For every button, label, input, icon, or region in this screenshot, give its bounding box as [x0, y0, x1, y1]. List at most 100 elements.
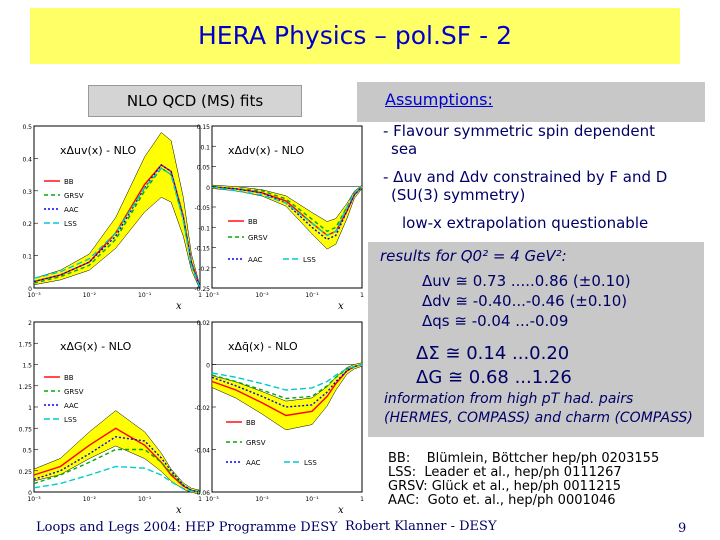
- legend-label-aac-2: AAC: [64, 402, 79, 410]
- x-axis-label-0: x: [176, 301, 182, 312]
- y-tick-label-1-4: -0.05: [194, 205, 210, 212]
- x-tick-label-0-1: 10⁻²: [83, 292, 97, 299]
- footer-conference: Loops and Legs 2004: HEP Programme DESY: [36, 520, 338, 535]
- x-tick-label-0-0: 10⁻³: [27, 292, 41, 299]
- legend-label-bb-2: BB: [64, 374, 74, 382]
- y-tick-label-1-8: -0.25: [194, 286, 210, 293]
- y-tick-label-1-2: 0.05: [197, 165, 211, 172]
- x-tick-label-1-3: 1: [360, 292, 364, 299]
- y-tick-label-2-7: 0.25: [19, 469, 33, 476]
- result-gluon: ΔG ≅ 0.68 ...1.26: [416, 367, 572, 388]
- series-line-lss-2: [33, 465, 201, 493]
- assumptions-box: Assumptions:: [357, 82, 705, 122]
- y-tick-label-2-2: 1.5: [22, 363, 32, 370]
- x-tick-label-0-3: 1: [198, 292, 202, 299]
- legend-label-aac-1: AAC: [248, 256, 263, 264]
- plot-title-1: xΔdv(x) - NLO: [228, 144, 305, 157]
- y-tick-label-2-5: 0.75: [19, 426, 33, 433]
- legend-label-grsv-3: GRSV: [246, 439, 266, 447]
- y-tick-label-0-5: 0: [28, 286, 32, 293]
- result-line-qs: Δqs ≅ -0.04 ...-0.09: [422, 312, 569, 330]
- plot-title-2: xΔG(x) - NLO: [60, 340, 132, 353]
- assumption-item-1b: sea: [391, 140, 418, 158]
- note-strip: low-x extrapolation questionable: [368, 210, 686, 236]
- x-tick-label-3-1: 10⁻²: [255, 496, 269, 503]
- y-tick-label-2-0: 2: [28, 320, 32, 327]
- series-line-lss-3: [211, 363, 363, 391]
- assumptions-heading: Assumptions:: [385, 90, 493, 109]
- y-tick-label-1-6: -0.15: [194, 246, 210, 253]
- x-tick-label-2-1: 10⁻²: [83, 496, 97, 503]
- y-tick-label-2-1: 1.75: [19, 341, 33, 348]
- legend-label-grsv-0: GRSV: [64, 192, 84, 200]
- x-axis-label-3: x: [338, 505, 344, 516]
- legend-label-bb-0: BB: [64, 178, 74, 186]
- left-heading: NLO QCD (MS) fits: [126, 92, 264, 110]
- y-tick-label-2-6: 0.5: [22, 448, 32, 455]
- left-heading-box: NLO QCD (MS) fits: [88, 85, 302, 117]
- y-tick-label-3-3: -0.04: [194, 448, 210, 455]
- result-line-dv: Δdv ≅ -0.40...-0.46 (±0.10): [422, 292, 628, 310]
- y-tick-label-3-4: -0.06: [194, 490, 210, 497]
- legend-label-aac-3: AAC: [246, 459, 261, 467]
- x-tick-label-3-2: 10⁻¹: [305, 496, 319, 503]
- series-line-bb-3: [211, 363, 363, 417]
- legend-label-bb-3: BB: [246, 419, 256, 427]
- legend-label-grsv-2: GRSV: [64, 388, 84, 396]
- x-tick-label-3-0: 10⁻³: [205, 496, 219, 503]
- footer-author: Robert Klanner - DESY: [345, 519, 497, 534]
- legend-label-lss-0: LSS: [64, 220, 77, 228]
- series-line-aac-1: [211, 186, 363, 241]
- y-tick-label-1-1: 0.1: [200, 144, 210, 151]
- x-axis-label-2: x: [176, 505, 182, 516]
- series-line-lss-1: [211, 186, 363, 237]
- y-tick-label-2-3: 1.25: [19, 384, 33, 391]
- page-number: 9: [678, 521, 687, 536]
- y-tick-label-2-8: 0: [28, 490, 32, 497]
- y-tick-label-0-0: 0.5: [22, 124, 32, 131]
- x-tick-label-1-0: 10⁻³: [205, 292, 219, 299]
- assumption-item-2: - Δuv and Δdv constrained by F and D: [383, 168, 668, 186]
- assumption-item-2b: (SU(3) symmetry): [391, 186, 526, 204]
- legend-label-lss-3: LSS: [304, 459, 317, 467]
- legend-label-bb-1: BB: [248, 218, 258, 226]
- x-tick-label-0-2: 10⁻¹: [138, 292, 152, 299]
- y-tick-label-0-3: 0.2: [22, 221, 32, 228]
- y-tick-label-2-4: 1: [28, 405, 32, 412]
- results-label: results for Q0² = 4 GeV²:: [380, 247, 567, 265]
- series-line-grsv-3: [211, 363, 363, 400]
- y-tick-label-1-0: 0.15: [197, 124, 211, 131]
- reference-grsv: GRSV: Glück et al., hep/ph 0011215: [388, 479, 622, 494]
- series-line-lss-0: [33, 167, 201, 289]
- plot-title-0: xΔuv(x) - NLO: [60, 144, 137, 157]
- reference-aac: AAC: Goto et. al., hep/ph 0001046: [388, 493, 616, 508]
- reference-bb: BB: Blümlein, Böttcher hep/ph 0203155: [388, 451, 660, 466]
- information-text: information from high pT had. pairs (HER…: [384, 391, 693, 426]
- legend-label-lss-2: LSS: [64, 416, 77, 424]
- y-tick-label-1-7: -0.2: [198, 266, 210, 273]
- y-tick-label-1-3: 0: [206, 185, 210, 192]
- result-sigma: ΔΣ ≅ 0.14 ...0.20: [416, 343, 570, 364]
- y-tick-label-3-0: 0.02: [197, 320, 211, 327]
- y-tick-label-0-2: 0.3: [22, 189, 32, 196]
- reference-lss: LSS: Leader et al., hep/ph 0111267: [388, 465, 622, 480]
- legend-label-aac-0: AAC: [64, 206, 79, 214]
- series-line-aac-2: [33, 436, 201, 493]
- slide-title: HERA Physics – pol.SF - 2: [198, 21, 512, 50]
- plot-title-3: xΔq̄(x) - NLO: [228, 340, 298, 353]
- x-tick-label-2-2: 10⁻¹: [138, 496, 152, 503]
- x-tick-label-2-3: 1: [198, 496, 202, 503]
- x-tick-label-1-1: 10⁻²: [255, 292, 269, 299]
- x-tick-label-3-3: 1: [360, 496, 364, 503]
- result-line-uv: Δuv ≅ 0.73 .....0.86 (±0.10): [422, 272, 631, 290]
- x-tick-label-1-2: 10⁻¹: [305, 292, 319, 299]
- y-tick-label-3-2: -0.02: [194, 405, 210, 412]
- x-tick-label-2-0: 10⁻³: [27, 496, 41, 503]
- legend-label-grsv-1: GRSV: [248, 234, 268, 242]
- title-banner: HERA Physics – pol.SF - 2: [30, 8, 680, 64]
- assumption-item-1: - Flavour symmetric spin dependent: [383, 122, 655, 140]
- references: BB: Blümlein, Böttcher hep/ph 0203155 LS…: [388, 452, 659, 508]
- y-tick-label-0-1: 0.4: [22, 156, 32, 163]
- y-tick-label-1-5: -0.1: [198, 225, 210, 232]
